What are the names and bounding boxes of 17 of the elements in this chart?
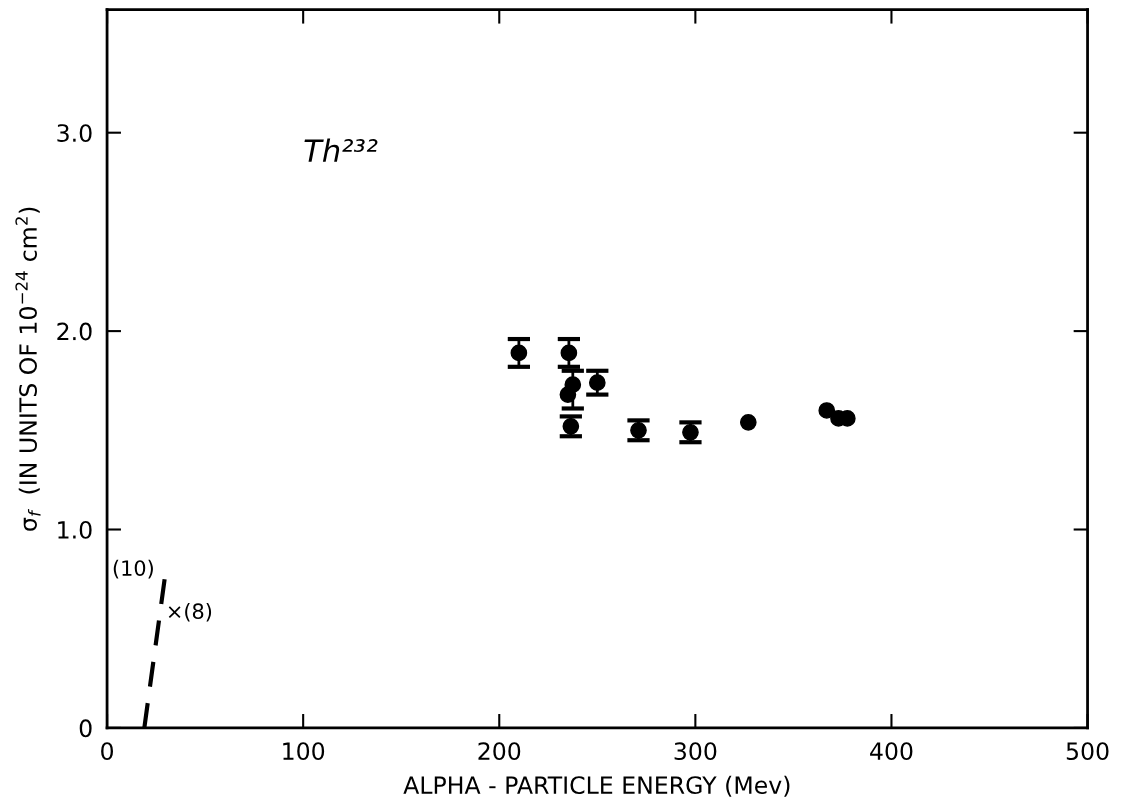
x-tick-label: 200	[478, 742, 521, 761]
y-tick-label: 3.0	[57, 124, 92, 142]
y-tick-label: 2.0	[57, 322, 92, 341]
annotation: (10)	[113, 559, 153, 579]
y-axis-title: σ$_{f}$ (IN UNITS OF 10$^{−24}$ cm$^{2}$)	[15, 207, 41, 531]
annotation: Th²³²	[304, 138, 378, 162]
x-axis-title: ALPHA - PARTICLE ENERGY (Mev)	[403, 775, 790, 797]
x-tick-label: 500	[1066, 742, 1109, 761]
x-tick-label: 400	[870, 742, 913, 761]
annotation: ×(8)	[168, 602, 212, 622]
x-tick-label: 300	[674, 742, 717, 761]
x-tick-label: 100	[283, 742, 325, 761]
y-tick-label: 1.0	[58, 520, 92, 539]
y-tick-label: 0	[79, 719, 92, 738]
x-tick-label: 0	[101, 742, 114, 761]
point	[818, 402, 836, 419]
point	[739, 414, 757, 431]
